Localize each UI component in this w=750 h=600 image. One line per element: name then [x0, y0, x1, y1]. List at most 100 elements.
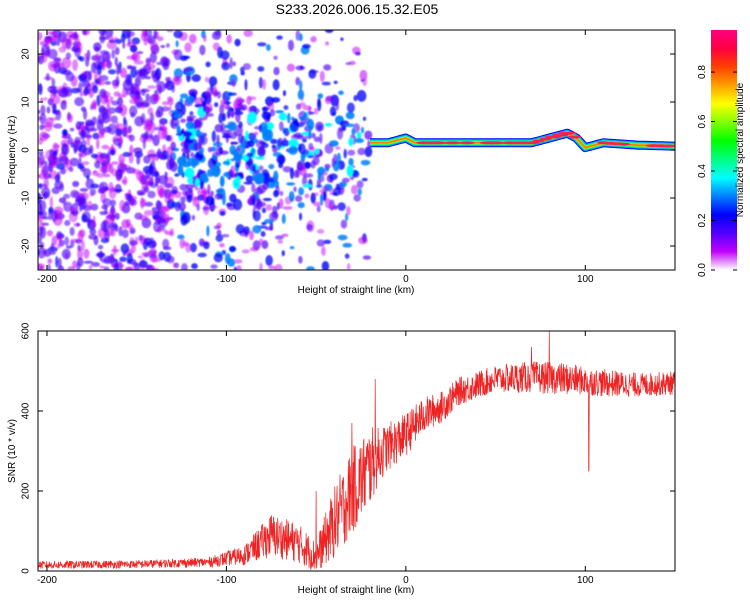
colorbar-strip: [711, 30, 737, 270]
spectrogram-cell: [324, 143, 334, 154]
spectrogram-cell: [149, 112, 155, 123]
spectrogram-cell: [60, 100, 67, 111]
spectrogram-cell: [185, 243, 192, 253]
spectrogram-cell: [232, 198, 243, 211]
spectrogram-cell: [111, 263, 116, 269]
spectrogram-cell: [258, 238, 264, 246]
spectrogram-cell: [211, 165, 221, 178]
spectrogram-cell: [254, 172, 265, 185]
spectrogram-cell: [48, 48, 58, 60]
spectrogram-cell: [182, 131, 193, 137]
spectrogram-cell: [297, 89, 305, 100]
spectrogram-cell: [237, 133, 244, 144]
spectrogram-cell: [88, 233, 98, 240]
spectrogram-cell: [143, 36, 148, 46]
spectrogram-cell: [235, 111, 241, 123]
spectrogram-cell: [215, 234, 224, 242]
y-tick-label: 20: [21, 48, 32, 60]
spectrogram-cell: [265, 255, 273, 267]
spectrogram-cell: [353, 194, 361, 202]
spectrogram-cell: [310, 159, 316, 169]
spectrogram-noise-blobs: [38, 30, 373, 270]
spectrogram-cell: [110, 115, 118, 124]
spectrogram-cell: [354, 138, 365, 144]
spectrogram-cell: [109, 149, 116, 156]
colorbar-tick-label: 0.2: [697, 213, 708, 227]
spectrogram-cell: [187, 118, 194, 122]
spectrogram-cell: [191, 263, 198, 270]
signal-peak: [485, 141, 506, 145]
spectrogram-cell: [364, 146, 373, 158]
spectrogram-cell: [38, 83, 42, 92]
spectrogram-cell: [272, 146, 278, 153]
spectrogram-cell: [218, 113, 224, 124]
spectrogram-cell: [77, 257, 84, 267]
colorbar-label: Normalized spectral amplitude: [735, 82, 746, 217]
spectrogram-cell: [118, 61, 122, 71]
spectrogram-cell: [125, 218, 131, 227]
spectrogram-cell: [103, 173, 111, 178]
spectrogram-cell: [185, 135, 191, 144]
spectrogram-cell: [204, 76, 209, 83]
spectrogram-cell: [273, 180, 279, 184]
spectrogram-cell: [307, 154, 315, 159]
spectrogram-cell: [101, 144, 110, 150]
x-tick-label: 100: [577, 274, 594, 285]
spectrogram-cell: [251, 197, 256, 206]
spectrogram-cell: [174, 201, 182, 212]
spectrogram-cell: [270, 138, 278, 145]
spectrogram-cell: [270, 97, 281, 103]
spectrogram-cell: [177, 156, 187, 166]
spectrogram-cell: [50, 31, 58, 40]
spectrogram-cell: [199, 44, 206, 56]
spectrogram-cell: [328, 205, 338, 210]
spectrogram-cell: [90, 203, 99, 211]
spectrogram-cell: [173, 113, 181, 119]
spectrogram-cell: [308, 69, 317, 79]
spectrogram-cell: [286, 63, 295, 72]
spectrogram-cell: [140, 88, 150, 93]
spectrogram-cell: [356, 90, 367, 102]
spectrogram-cell: [347, 149, 356, 156]
spectrogram-cell: [266, 129, 274, 141]
spectrogram-cell: [152, 134, 160, 147]
y-tick-label: -20: [21, 238, 32, 253]
spectrogram-cell: [90, 101, 96, 109]
x-tick-label: 100: [577, 575, 594, 586]
spectrogram-cell: [151, 166, 157, 175]
spectrogram-cell: [212, 86, 218, 98]
spectrogram-cell: [136, 154, 141, 165]
spectrogram-cell: [281, 213, 286, 225]
spectrogram-cell: [147, 190, 156, 199]
spectrogram-cell: [91, 261, 101, 267]
spectrogram-cell: [101, 258, 108, 264]
spectrogram-cell: [52, 103, 57, 114]
spectrogram-cell: [220, 50, 230, 60]
spectrogram-cell: [298, 143, 306, 155]
spectrogram-cell: [103, 266, 110, 270]
spectrogram-cell: [79, 91, 84, 97]
colorbar-tick-label: 0.0: [697, 263, 708, 277]
spectrogram-cell: [254, 131, 259, 136]
spectrogram-cell: [346, 102, 355, 113]
snr-y-ticks: 0 200 400 600: [21, 322, 675, 574]
spectrogram-cell: [111, 49, 116, 59]
spectrogram-cell: [302, 175, 308, 188]
spectrogram-cell: [130, 243, 136, 254]
spectrogram-cell: [257, 42, 267, 47]
spectrogram-cell: [86, 175, 90, 180]
spectrogram-cell: [92, 215, 96, 226]
spectrogram-cell: [116, 97, 124, 107]
spectrogram-cell: [75, 121, 82, 131]
spectrogram-cell: [236, 146, 241, 152]
spectrogram-cell: [294, 195, 303, 203]
colorbar-ticks: 0.0 0.2 0.4 0.6 0.8: [697, 65, 737, 277]
spectrogram-cell: [38, 241, 45, 249]
spectrogram-cell: [278, 112, 288, 121]
spectrogram-cell: [73, 140, 79, 153]
signal-peak: [443, 141, 462, 145]
colorbar-tick-label: 0.4: [697, 164, 708, 178]
spectrogram-cell: [324, 123, 333, 127]
spectrogram-cell: [172, 262, 176, 269]
spectrogram-cell: [279, 190, 284, 196]
